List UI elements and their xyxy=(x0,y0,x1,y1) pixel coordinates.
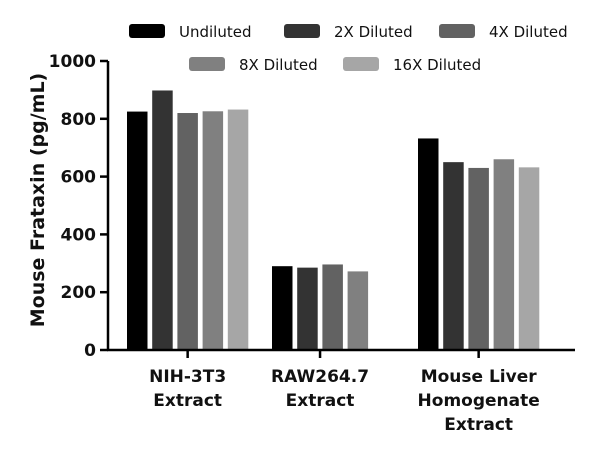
legend-label: 8X Diluted xyxy=(239,56,318,74)
legend-swatch xyxy=(129,24,165,38)
legend-swatch xyxy=(284,24,320,38)
y-tick-label: 400 xyxy=(61,225,97,245)
legend-label: Undiluted xyxy=(179,23,251,41)
bar xyxy=(297,267,318,350)
legend-label: 16X Diluted xyxy=(393,56,481,74)
bar xyxy=(493,159,515,350)
y-axis-label: Mouse Frataxin (pg/mL) xyxy=(27,73,49,327)
bar xyxy=(322,264,343,350)
bars xyxy=(127,90,540,351)
x-tick-label: Extract xyxy=(444,415,513,435)
legend-swatch xyxy=(439,24,475,38)
x-tick-label: Homogenate xyxy=(418,391,540,411)
legend-swatch xyxy=(343,57,379,71)
bar xyxy=(347,271,369,350)
bar xyxy=(152,90,173,350)
bar xyxy=(518,167,540,350)
bar xyxy=(443,162,464,350)
bar xyxy=(177,113,198,351)
x-tick-label: Extract xyxy=(153,391,222,411)
x-tick-label: NIH-3T3 xyxy=(149,367,226,387)
x-tick-label: RAW264.7 xyxy=(271,367,369,387)
bar xyxy=(127,111,148,350)
y-tick-label: 1000 xyxy=(49,52,96,72)
y-tick-label: 200 xyxy=(61,283,97,303)
legend-swatch xyxy=(189,57,225,71)
legend-label: 2X Diluted xyxy=(334,23,413,41)
legend-label: 4X Diluted xyxy=(489,23,568,41)
bar xyxy=(468,167,489,350)
x-tick-label: Extract xyxy=(286,391,355,411)
bar xyxy=(202,111,224,350)
legend: Undiluted 2X Diluted 4X Diluted 8X Diluted 1… xyxy=(129,23,568,74)
y-tick-label: 600 xyxy=(61,168,97,188)
x-tick-label: Mouse Liver xyxy=(421,367,538,387)
bar xyxy=(418,138,439,350)
y-tick-label: 0 xyxy=(84,341,96,361)
bar xyxy=(227,109,249,350)
x-axis: NIH-3T3 Extract RAW264.7 Extract Mouse Liver… xyxy=(107,348,575,435)
y-tick-label: 800 xyxy=(61,110,97,130)
y-axis: 0 200 400 600 800 1000 xyxy=(49,52,110,361)
bar xyxy=(272,266,293,350)
